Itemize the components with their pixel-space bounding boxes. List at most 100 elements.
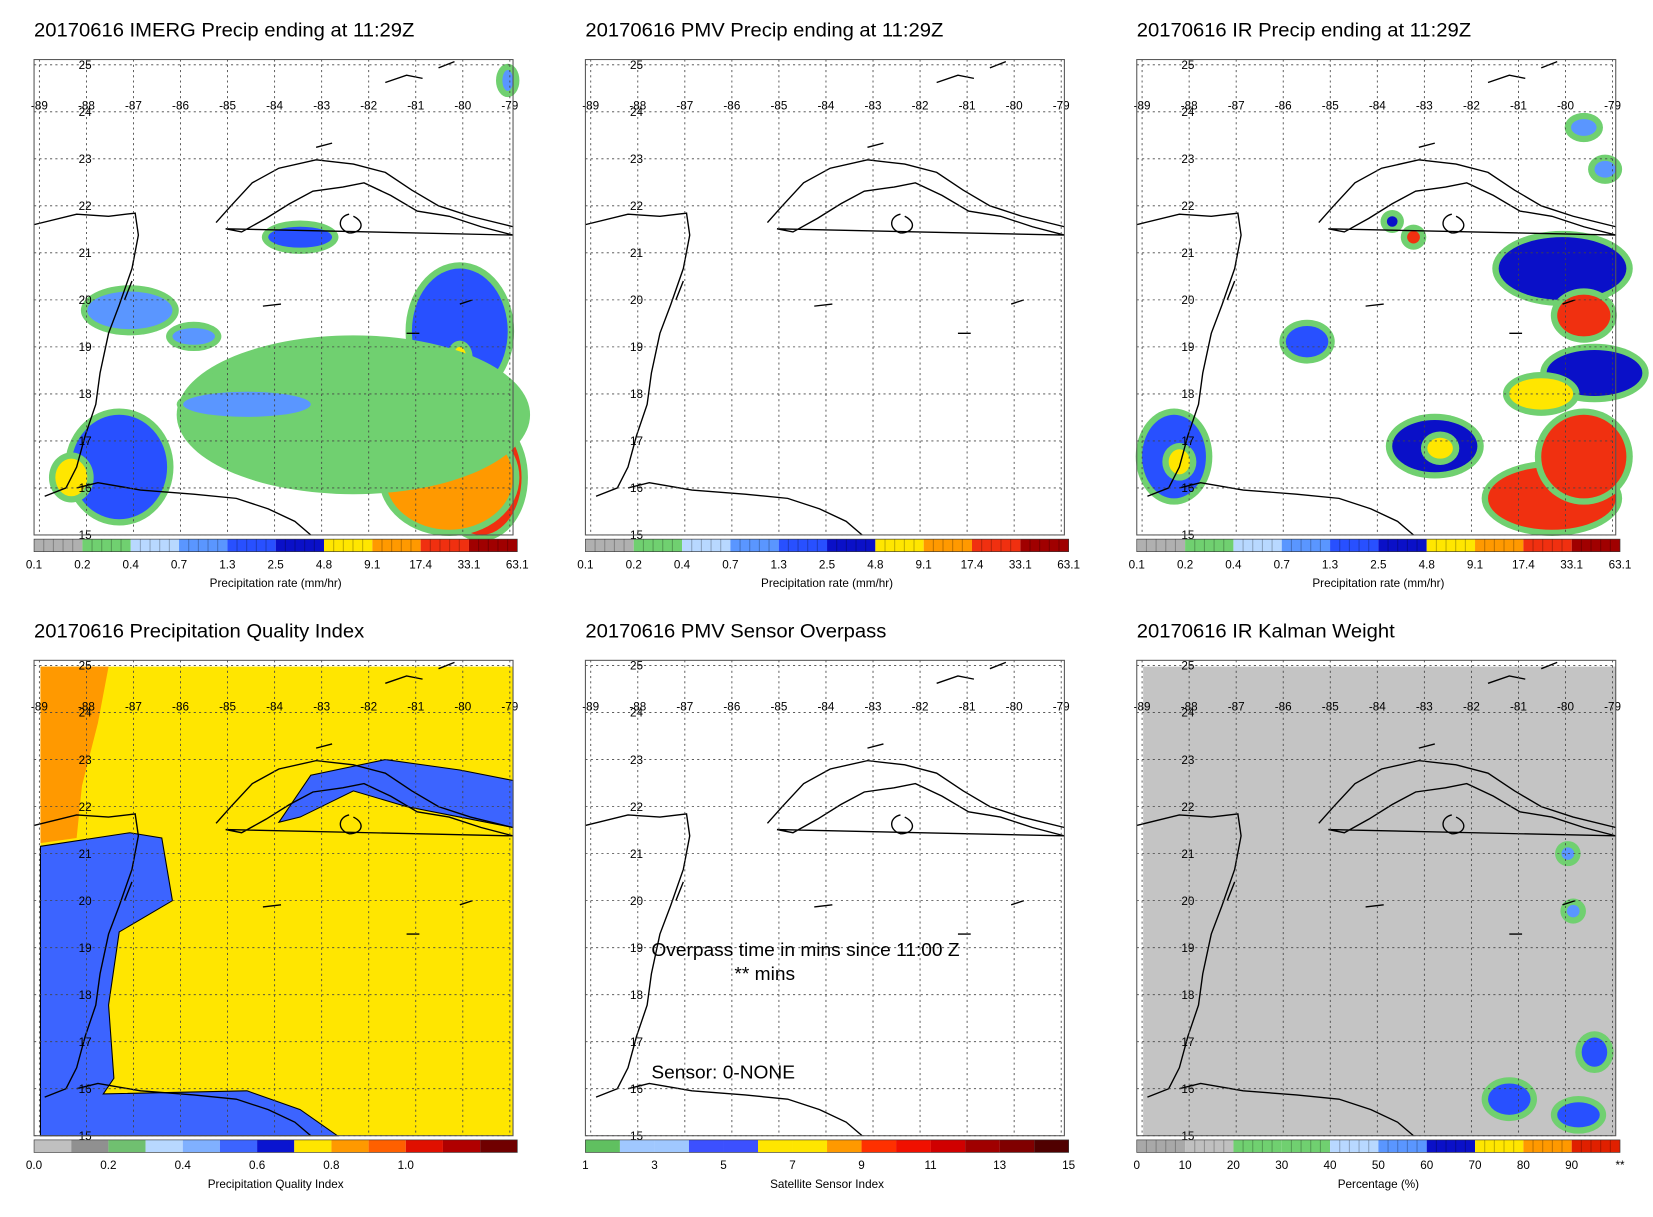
precip-area [268, 226, 333, 248]
lon-label: -88 [629, 100, 646, 113]
colorbar-tick-label: 0.2 [100, 1159, 116, 1172]
lat-label: 16 [1181, 1083, 1194, 1096]
colorbar-swatch [1020, 539, 1069, 552]
lat-label: 17 [79, 435, 92, 448]
precip-area [1427, 437, 1453, 459]
colorbar-swatch [896, 1139, 931, 1153]
panel-title: 20170616 PMV Sensor Overpass [585, 621, 886, 643]
colorbar-tick-label: 2.5 [268, 558, 284, 571]
precip-area [1407, 230, 1420, 244]
colorbar-tick-label: 0.7 [1274, 558, 1290, 571]
colorbar-tick-label: 40 [1324, 1159, 1337, 1172]
lat-label: 23 [79, 754, 92, 767]
colorbar-swatch [420, 539, 469, 552]
colorbar-tick-label: 60 [1420, 1159, 1433, 1172]
lon-label: -86 [1275, 100, 1292, 113]
lat-label: 21 [79, 247, 92, 260]
colorbar-swatch [368, 1139, 406, 1153]
colorbar-tick-label: 0.8 [323, 1159, 339, 1172]
colorbar-label: Percentage (%) [1338, 1178, 1419, 1191]
map-frame [33, 659, 514, 1137]
lat-label: 22 [630, 801, 643, 814]
colorbar-tick-label: 17.4 [961, 558, 984, 571]
lon-label: -84 [1369, 100, 1386, 113]
colorbar-tick-label: 0.4 [123, 558, 140, 571]
lon-label: -80 [1006, 701, 1023, 714]
colorbar-swatch [442, 1139, 481, 1153]
lon-label: -85 [770, 100, 787, 113]
colorbar-tick-label: 0.7 [722, 558, 738, 571]
lat-label: 23 [630, 754, 643, 767]
lon-label: -87 [1228, 701, 1245, 714]
colorbar-tick-label: 3 [651, 1159, 658, 1172]
map-panel: 20170616 PMV Sensor Overpass 25 24 23 22 21 20… [582, 621, 1075, 1191]
colorbar-swatch [633, 539, 683, 552]
colorbar-swatch [923, 539, 973, 552]
lat-label: 18 [1181, 989, 1194, 1002]
lon-label: -80 [1006, 100, 1023, 113]
colorbar-swatch [331, 1139, 369, 1153]
lat-label: 24 [630, 707, 644, 720]
map-area [584, 60, 1066, 536]
lon-label: -83 [865, 100, 882, 113]
colorbar-swatch [1523, 1139, 1572, 1153]
colorbar-tick-label: 9.1 [916, 558, 932, 571]
colorbar-swatch [480, 1139, 518, 1153]
colorbar-tick-label: 2.5 [1370, 558, 1386, 571]
precip-area [1561, 847, 1575, 860]
lon-label: -81 [407, 100, 424, 113]
colorbar-swatch [1426, 539, 1476, 552]
precip-area [1594, 160, 1616, 178]
annotation: Sensor: 0-NONE [651, 1062, 795, 1083]
colorbar-tick-label: 33.1 [1009, 558, 1032, 571]
lon-label: -83 [1416, 701, 1433, 714]
lat-label: 16 [630, 1083, 643, 1096]
lat-label: 22 [79, 200, 92, 213]
colorbar-tick-label: 1.3 [219, 558, 235, 571]
lat-label: 23 [1181, 153, 1194, 166]
colorbar-swatch [372, 539, 421, 552]
colorbar-tick-label: 0.4 [674, 558, 691, 571]
colorbar-swatch [1330, 1139, 1379, 1153]
lon-label: -85 [219, 100, 236, 113]
colorbar-swatch [688, 1139, 724, 1153]
lat-label: 25 [1181, 59, 1194, 72]
colorbar-swatch [792, 1139, 828, 1153]
colorbar-tick-label: 63.1 [1609, 558, 1632, 571]
map-area [33, 661, 514, 1137]
lon-label: -86 [723, 100, 740, 113]
colorbar-tick-label: 20 [1227, 1159, 1240, 1172]
field [40, 666, 109, 844]
lat-label: 19 [630, 942, 643, 955]
colorbar-swatch [1136, 1139, 1186, 1153]
colorbar-tick-label: 63.1 [1057, 558, 1080, 571]
lon-label: -83 [1416, 100, 1433, 113]
colorbar-swatch [875, 539, 924, 552]
lat-label: 22 [630, 200, 643, 213]
lon-label: -86 [1275, 701, 1292, 714]
lon-label: -79 [501, 100, 518, 113]
colorbar-swatch [1475, 539, 1524, 552]
lon-label: -79 [1604, 701, 1621, 714]
precip-area [1488, 1083, 1531, 1115]
colorbar-tick-label: 17.4 [1512, 558, 1535, 571]
colorbar-swatch [275, 539, 325, 552]
map-frame [1136, 59, 1617, 536]
colorbar-tick-label: 0.2 [74, 558, 90, 571]
colorbar-swatch [1571, 539, 1621, 552]
lon-label: -83 [865, 701, 882, 714]
lon-label: -80 [454, 701, 471, 714]
precip-area [1571, 119, 1597, 136]
colorbar-swatch [1185, 539, 1234, 552]
colorbar-tick-label: 50 [1372, 1159, 1385, 1172]
lon-label: -80 [454, 100, 471, 113]
colorbar-tick-label: 80 [1517, 1159, 1530, 1172]
colorbar-tick-label: 90 [1565, 1159, 1578, 1172]
colorbar-tick-label: 1.3 [1322, 558, 1338, 571]
lat-label: 23 [79, 153, 92, 166]
panel-title: 20170616 IR Precip ending at 11:29Z [1137, 20, 1471, 42]
colorbar-tick-label: 17.4 [409, 558, 432, 571]
colorbar-label: Satellite Sensor Index [770, 1178, 884, 1191]
colorbar-tick-label: 0.2 [1177, 558, 1193, 571]
